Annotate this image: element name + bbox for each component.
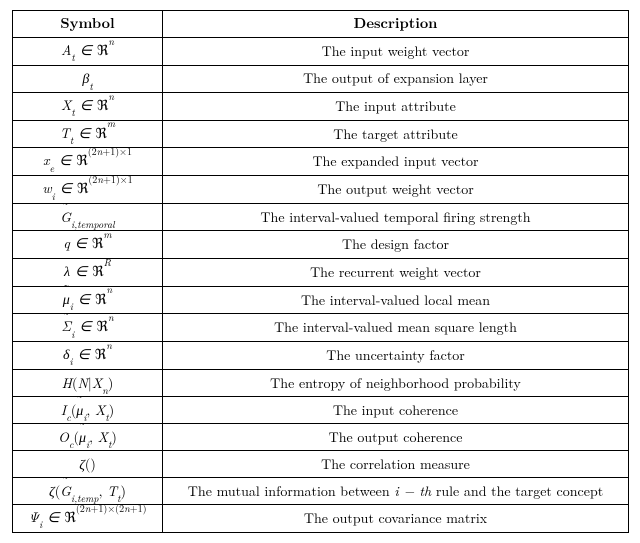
symbol-cell: δi ∈ ℜn: [13, 342, 163, 370]
symbol-cell: βt: [13, 65, 163, 92]
table-body: At ∈ ℜnThe input weight vectorβtThe outp…: [13, 38, 629, 533]
symbol-cell: λ ∈ ℜR: [13, 258, 163, 286]
description-cell: The entropy of neighborhood probability: [163, 369, 629, 396]
table-row: βtThe output of expansion layer: [13, 65, 629, 92]
symbol-cell: ˜Σi ∈ ℜn: [13, 314, 163, 342]
table-row: H(N|Xn)The entropy of neighborhood proba…: [13, 369, 629, 396]
symbol-cell: H(N|Xn): [13, 369, 163, 396]
table-row: At ∈ ℜnThe input weight vector: [13, 38, 629, 66]
symbol-table: Symbol Description At ∈ ℜnThe input weig…: [12, 10, 629, 533]
table-row: Xt ∈ ℜnThe input attribute: [13, 92, 629, 120]
table-row: Ic(˜μi, Xt)The input coherence: [13, 396, 629, 423]
description-cell: The expanded input vector: [163, 148, 629, 176]
symbol-cell: q ∈ ℜm: [13, 230, 163, 258]
table-row: λ ∈ ℜRThe recurrent weight vector: [13, 258, 629, 286]
description-cell: The output coherence: [163, 423, 629, 450]
symbol-cell: At ∈ ℜn: [13, 38, 163, 66]
header-symbol: Symbol: [13, 11, 163, 38]
description-cell: The uncertainty factor: [163, 342, 629, 370]
table-row: Oc(˜μi, Xt)The output coherence: [13, 423, 629, 450]
table-row: wi ∈ ℜ(2n+1)×1The output weight vector: [13, 176, 629, 204]
description-cell: The target attribute: [163, 120, 629, 148]
symbol-cell: Xt ∈ ℜn: [13, 92, 163, 120]
description-cell: The correlation measure: [163, 450, 629, 477]
description-cell: The input weight vector: [163, 38, 629, 66]
table-row: δi ∈ ℜnThe uncertainty factor: [13, 342, 629, 370]
symbol-cell: ˜Gi,temporal: [13, 203, 163, 230]
description-cell: The input attribute: [163, 92, 629, 120]
description-cell: The interval-valued local mean: [163, 286, 629, 314]
description-cell: The input coherence: [163, 396, 629, 423]
table-header-row: Symbol Description: [13, 11, 629, 38]
description-cell: The design factor: [163, 230, 629, 258]
description-cell: The interval-valued mean square length: [163, 314, 629, 342]
table-row: ˜Σi ∈ ℜnThe interval-valued mean square …: [13, 314, 629, 342]
description-cell: The mutual information between i − th ru…: [163, 477, 629, 504]
table-row: ˜μi ∈ ℜnThe interval-valued local mean: [13, 286, 629, 314]
description-cell: The recurrent weight vector: [163, 258, 629, 286]
description-cell: The output of expansion layer: [163, 65, 629, 92]
table-row: ζ()The correlation measure: [13, 450, 629, 477]
symbol-cell: ˜μi ∈ ℜn: [13, 286, 163, 314]
description-cell: The output weight vector: [163, 176, 629, 204]
symbol-cell: Oc(˜μi, Xt): [13, 423, 163, 450]
symbol-cell: Ic(˜μi, Xt): [13, 396, 163, 423]
symbol-cell: wi ∈ ℜ(2n+1)×1: [13, 176, 163, 204]
symbol-cell: ζ(): [13, 450, 163, 477]
header-description: Description: [163, 11, 629, 38]
description-cell: The interval-valued temporal firing stre…: [163, 203, 629, 230]
